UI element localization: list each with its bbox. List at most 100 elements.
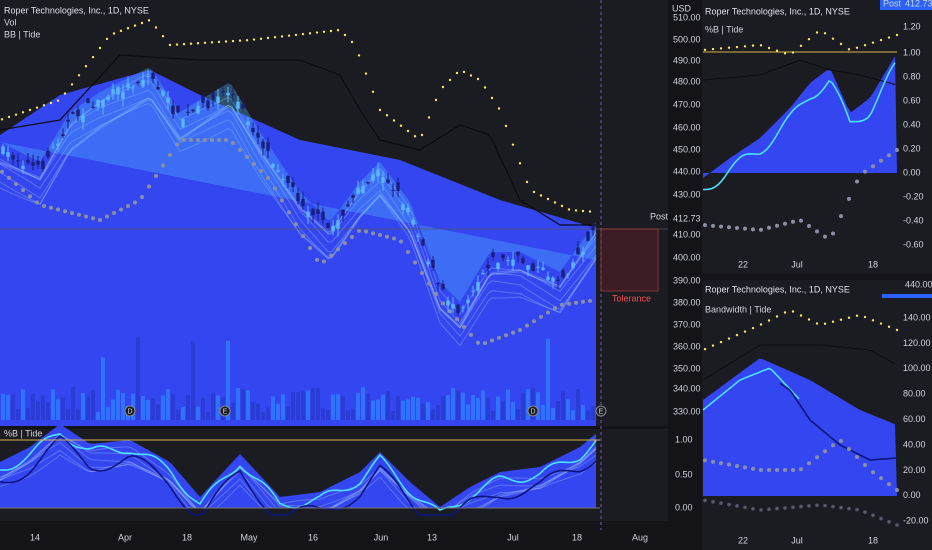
- upper-dot: [133, 24, 137, 27]
- lower-dot: [336, 247, 340, 252]
- lower-dot: [273, 186, 277, 191]
- upper-dot: [539, 194, 543, 197]
- tide-line: [0, 99, 597, 327]
- volume-bar: [261, 411, 265, 420]
- volume-bar: [176, 409, 180, 420]
- price-tick: 340.00: [673, 383, 701, 393]
- sub-tick: 0.00: [675, 502, 693, 512]
- br-gray: [879, 476, 883, 481]
- last-price: 412.73: [673, 213, 701, 223]
- br-dot: [719, 340, 723, 344]
- candle: [411, 220, 415, 225]
- candle: [556, 279, 560, 281]
- candle: [551, 277, 555, 282]
- volume-bar: [81, 392, 85, 420]
- price-tick: 410.00: [673, 229, 701, 239]
- br-tick: 60.00: [903, 414, 926, 424]
- lower-dot: [154, 174, 158, 178]
- candle: [511, 259, 515, 266]
- candle: [91, 106, 95, 108]
- upper-dot: [182, 42, 186, 46]
- lower-dot: [28, 194, 32, 199]
- br-dot: [767, 319, 771, 322]
- price-tick: 380.00: [673, 297, 701, 307]
- tr-tick: -0.40: [903, 215, 924, 225]
- volume-bar: [461, 392, 465, 420]
- candle: [391, 189, 395, 191]
- upper-dot: [252, 38, 256, 41]
- candle: [541, 267, 545, 270]
- volume-bar: [321, 408, 325, 420]
- lower-dot: [196, 138, 200, 142]
- volume-bar: [526, 389, 530, 420]
- candle: [436, 282, 440, 284]
- tr-fill: [703, 56, 897, 178]
- upper-dot: [308, 32, 312, 35]
- volume-bar: [591, 405, 595, 420]
- br-gray: [711, 459, 715, 464]
- lower-dot: [511, 330, 515, 335]
- event-badge: [219, 405, 231, 417]
- volume-bar: [566, 399, 570, 420]
- tr-gray: [815, 229, 819, 234]
- upper-dot: [210, 41, 214, 44]
- volume-bar: [216, 395, 220, 420]
- tr-dot: [879, 38, 883, 42]
- candle: [206, 100, 210, 109]
- br-time: Jul: [791, 535, 803, 545]
- lower-dot: [35, 200, 39, 205]
- band-fill: [0, 70, 596, 426]
- lower-dot: [203, 138, 207, 142]
- badge-bar: [882, 294, 932, 298]
- tr-gray: [831, 231, 835, 236]
- volume-bar: [531, 387, 535, 420]
- upper-dot: [154, 26, 158, 29]
- br-gray2: [855, 507, 859, 512]
- candle: [501, 254, 505, 259]
- br-gray2: [791, 505, 795, 510]
- br-tick: 80.00: [903, 389, 926, 399]
- br-gray: [871, 470, 875, 475]
- br-dot: [823, 322, 827, 325]
- volume-bar: [481, 390, 485, 420]
- candle: [441, 283, 445, 290]
- tr-dot: [855, 46, 859, 49]
- lower-dot: [0, 169, 4, 174]
- tr-gray: [711, 223, 715, 228]
- tr-gray: [791, 219, 795, 224]
- upper-dot: [427, 116, 431, 119]
- br-gray: [831, 443, 835, 448]
- lower-dot: [112, 211, 116, 215]
- br-gray: [863, 463, 867, 467]
- volume-bar: [21, 389, 25, 420]
- volume-bar: [186, 395, 190, 420]
- volume-bar: [536, 392, 540, 420]
- candle: [141, 79, 145, 87]
- tr-tick: 0.80: [903, 71, 921, 81]
- volume-bar: [281, 394, 285, 420]
- candle: [496, 262, 500, 269]
- tr-time: Jul: [791, 259, 803, 269]
- volume-bar: [251, 402, 255, 420]
- candle: [586, 231, 590, 241]
- br-gray2: [775, 506, 779, 511]
- candle: [461, 307, 465, 309]
- upper-dot: [567, 208, 571, 211]
- sub-tide: [0, 433, 597, 509]
- volume-bar: [426, 402, 430, 420]
- candle: [56, 143, 60, 147]
- candle: [351, 195, 355, 198]
- br-gray: [735, 463, 739, 468]
- lower-dot: [14, 182, 18, 186]
- volume-bar: [86, 396, 90, 420]
- lower-dot: [119, 207, 123, 212]
- lower-dot: [56, 207, 60, 212]
- upper-dot: [28, 108, 32, 112]
- lower-dot: [567, 301, 571, 306]
- candle: [71, 112, 75, 114]
- candle: [316, 209, 320, 214]
- lower-dot: [364, 229, 368, 234]
- tr-gray: [879, 158, 883, 163]
- candle: [166, 97, 170, 103]
- br-gray: [847, 447, 851, 451]
